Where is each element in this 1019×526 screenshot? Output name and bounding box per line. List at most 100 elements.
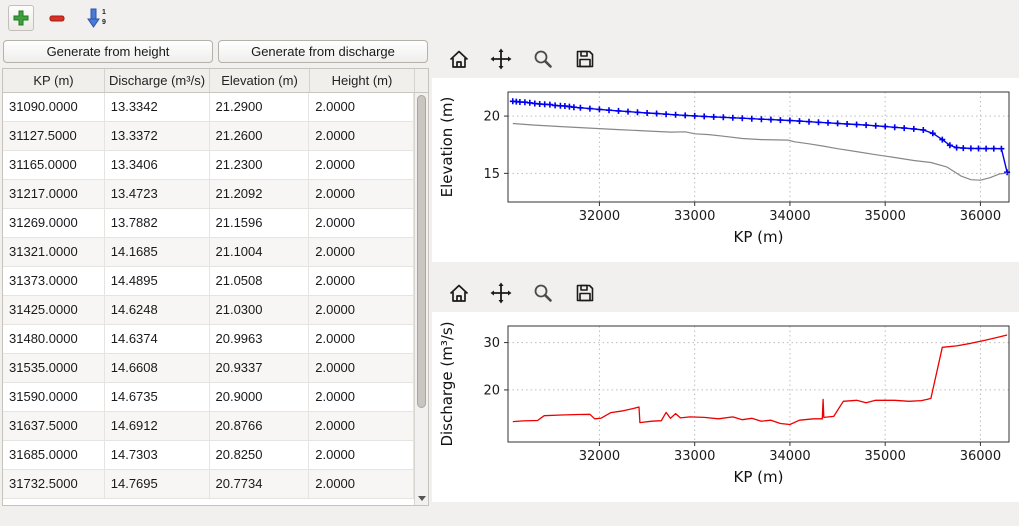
pan-icon: [490, 282, 512, 304]
column-header-discharge[interactable]: Discharge (m³/s): [105, 69, 210, 92]
minus-icon: [49, 15, 65, 22]
table-cell: 13.3342: [105, 93, 210, 121]
table-cell: 2.0000: [309, 354, 414, 382]
table-cell: 2.0000: [309, 267, 414, 295]
table-row[interactable]: 31165.0000 13.3406 21.2300 2.0000: [3, 151, 414, 180]
sort-rows-button[interactable]: 1 9: [80, 5, 112, 31]
table-row[interactable]: 31127.5000 13.3372 21.2600 2.0000: [3, 122, 414, 151]
home-icon: [449, 50, 469, 68]
save-icon: [576, 50, 594, 68]
svg-text:32000: 32000: [579, 209, 620, 224]
save-button[interactable]: [572, 279, 598, 307]
table-cell: 21.0508: [210, 267, 310, 295]
table-scrollbar[interactable]: [414, 93, 428, 505]
table-cell: 21.1004: [210, 238, 310, 266]
svg-text:34000: 34000: [769, 449, 810, 464]
table-cell: 31535.0000: [3, 354, 105, 382]
svg-text:33000: 33000: [674, 209, 715, 224]
table-row[interactable]: 31321.0000 14.1685 21.1004 2.0000: [3, 238, 414, 267]
discharge-chart-canvas[interactable]: 32000 33000 34000 35000 36000 20 30 KP (m) Disch…: [432, 312, 1019, 502]
svg-text:Discharge (m³/s): Discharge (m³/s): [438, 321, 456, 446]
add-row-button[interactable]: [8, 5, 34, 31]
table-cell: 31637.5000: [3, 412, 105, 440]
table-cell: 21.2900: [210, 93, 310, 121]
table-cell: 2.0000: [309, 209, 414, 237]
remove-row-button[interactable]: [44, 5, 70, 31]
table-cell: 20.9337: [210, 354, 310, 382]
table-cell: 14.6374: [105, 325, 210, 353]
table-row[interactable]: 31090.0000 13.3342 21.2900 2.0000: [3, 93, 414, 122]
home-button[interactable]: [446, 45, 472, 73]
plus-icon: [13, 10, 29, 26]
column-header-height[interactable]: Height (m): [310, 69, 415, 92]
svg-text:30: 30: [483, 336, 500, 351]
table-cell: 13.3406: [105, 151, 210, 179]
table-row[interactable]: 31269.0000 13.7882 21.1596 2.0000: [3, 209, 414, 238]
table-cell: 14.1685: [105, 238, 210, 266]
table-cell: 2.0000: [309, 296, 414, 324]
table-row[interactable]: 31637.5000 14.6912 20.8766 2.0000: [3, 412, 414, 441]
elevation-chart[interactable]: 32000 33000 34000 35000 36000 15 20 KP (m) Eleva…: [432, 78, 1019, 262]
svg-text:35000: 35000: [864, 449, 905, 464]
table-cell: 31732.5000: [3, 470, 105, 498]
table-row[interactable]: 31480.0000 14.6374 20.9963 2.0000: [3, 325, 414, 354]
table-cell: 31165.0000: [3, 151, 105, 179]
svg-text:20: 20: [483, 383, 500, 398]
scrollbar-thumb[interactable]: [417, 95, 426, 409]
table-row[interactable]: 31535.0000 14.6608 20.9337 2.0000: [3, 354, 414, 383]
zoom-button[interactable]: [530, 45, 556, 73]
table-cell: 21.2300: [210, 151, 310, 179]
table-cell: 20.7734: [210, 470, 310, 498]
generate-from-height-button[interactable]: Generate from height: [3, 40, 213, 63]
discharge-chart[interactable]: 32000 33000 34000 35000 36000 20 30 KP (m) Disch…: [432, 312, 1019, 502]
table-header: KP (m) Discharge (m³/s) Elevation (m) He…: [3, 69, 428, 93]
table-cell: 31590.0000: [3, 383, 105, 411]
table-cell: 31090.0000: [3, 93, 105, 121]
home-button[interactable]: [446, 279, 472, 307]
table-cell: 31480.0000: [3, 325, 105, 353]
pan-icon: [490, 48, 512, 70]
column-header-elevation[interactable]: Elevation (m): [210, 69, 310, 92]
svg-text:20: 20: [483, 110, 500, 125]
sort-digits: 1 9: [102, 9, 106, 27]
table-cell: 2.0000: [309, 122, 414, 150]
svg-text:KP (m): KP (m): [734, 468, 784, 486]
table-cell: 31425.0000: [3, 296, 105, 324]
table-row[interactable]: 31732.5000 14.7695 20.7734 2.0000: [3, 470, 414, 499]
svg-text:KP (m): KP (m): [734, 228, 784, 246]
table-cell: 20.8250: [210, 441, 310, 469]
table-row[interactable]: 31217.0000 13.4723 21.2092 2.0000: [3, 180, 414, 209]
main-toolbar: 1 9: [0, 0, 1019, 36]
table-cell: 21.2600: [210, 122, 310, 150]
svg-text:35000: 35000: [864, 209, 905, 224]
pan-button[interactable]: [488, 45, 514, 73]
zoom-icon: [534, 50, 552, 68]
sort-numeric-down-icon: [87, 8, 100, 28]
table-cell: 14.6912: [105, 412, 210, 440]
data-table: KP (m) Discharge (m³/s) Elevation (m) He…: [2, 68, 429, 506]
table-cell: 13.4723: [105, 180, 210, 208]
table-row[interactable]: 31685.0000 14.7303 20.8250 2.0000: [3, 441, 414, 470]
svg-text:34000: 34000: [769, 209, 810, 224]
table-row[interactable]: 31425.0000 14.6248 21.0300 2.0000: [3, 296, 414, 325]
table-cell: 14.6735: [105, 383, 210, 411]
table-row[interactable]: 31590.0000 14.6735 20.9000 2.0000: [3, 383, 414, 412]
scrollbar-down-button[interactable]: [415, 491, 428, 505]
table-cell: 21.1596: [210, 209, 310, 237]
zoom-button[interactable]: [530, 279, 556, 307]
generate-from-discharge-button[interactable]: Generate from discharge: [218, 40, 428, 63]
table-cell: 14.7303: [105, 441, 210, 469]
table-row[interactable]: 31373.0000 14.4895 21.0508 2.0000: [3, 267, 414, 296]
table-cell: 2.0000: [309, 325, 414, 353]
table-cell: 2.0000: [309, 151, 414, 179]
zoom-icon: [534, 284, 552, 302]
table-cell: 2.0000: [309, 383, 414, 411]
column-header-kp[interactable]: KP (m): [3, 69, 105, 92]
save-button[interactable]: [572, 45, 598, 73]
elevation-chart-toolbar: [446, 44, 598, 74]
table-body: 31090.0000 13.3342 21.2900 2.0000 31127.5000…: [3, 93, 414, 505]
elevation-chart-canvas[interactable]: 32000 33000 34000 35000 36000 15 20 KP (m) Eleva…: [432, 78, 1019, 262]
table-cell: 14.7695: [105, 470, 210, 498]
pan-button[interactable]: [488, 279, 514, 307]
save-icon: [576, 284, 594, 302]
